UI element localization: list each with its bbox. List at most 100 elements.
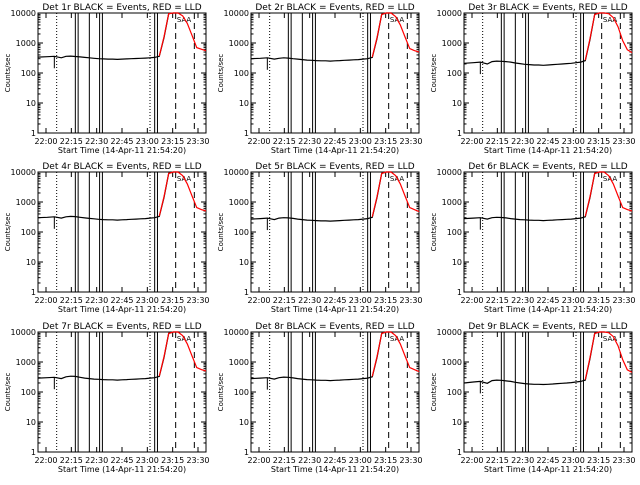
x-tick-label: 23:30 bbox=[612, 296, 635, 305]
x-tick-label: 22:00 bbox=[34, 456, 57, 465]
detector-plot-4: Det 4r BLACK = Events, RED = LLD 1 10 100 10… bbox=[4, 162, 210, 314]
x-tick-label: 23:30 bbox=[399, 456, 422, 465]
y-tick-label: 1000 bbox=[442, 39, 462, 48]
x-tick-label: 23:00 bbox=[562, 137, 585, 146]
y-tick-label: 100 bbox=[234, 228, 249, 237]
x-tick-label: 22:15 bbox=[60, 456, 83, 465]
y-tick-label: 10 bbox=[239, 99, 249, 108]
series-line-lld bbox=[158, 331, 207, 377]
y-tick-label: 10 bbox=[452, 418, 462, 427]
y-tick-label: 10 bbox=[26, 418, 36, 427]
y-tick-label: 10000 bbox=[224, 9, 249, 18]
y-tick-label: 10 bbox=[239, 258, 249, 267]
y-tick-label: 10000 bbox=[11, 9, 36, 18]
x-tick-label: 22:15 bbox=[273, 137, 296, 146]
y-tick-label: 10000 bbox=[437, 9, 462, 18]
x-axis-label: Start Time (14-Apr-11 21:54:20) bbox=[58, 305, 186, 314]
x-tick-label: 23:00 bbox=[136, 137, 159, 146]
x-tick-label: 23:30 bbox=[186, 137, 209, 146]
y-tick-label: 100 bbox=[447, 228, 462, 237]
y-tick-label: 10 bbox=[239, 418, 249, 427]
plot-title: Det 4r BLACK = Events, RED = LLD bbox=[42, 162, 201, 172]
x-axis-label: Start Time (14-Apr-11 21:54:20) bbox=[271, 146, 399, 155]
x-tick-label: 22:30 bbox=[85, 137, 108, 146]
x-tick-label: 23:00 bbox=[562, 296, 585, 305]
x-tick-label: 22:00 bbox=[247, 137, 270, 146]
y-tick-label: 1000 bbox=[229, 198, 249, 207]
x-tick-label: 22:15 bbox=[486, 296, 509, 305]
x-tick-label: 22:45 bbox=[323, 137, 346, 146]
y-axis-label: Counts/sec bbox=[4, 213, 12, 252]
x-tick-label: 22:30 bbox=[511, 137, 534, 146]
y-axis-label: Counts/sec bbox=[430, 54, 438, 93]
x-tick-label: 23:30 bbox=[186, 296, 209, 305]
series-line-lld bbox=[371, 331, 420, 377]
y-tick-label: 100 bbox=[21, 69, 36, 78]
x-tick-label: 23:00 bbox=[136, 296, 159, 305]
x-tick-label: 22:15 bbox=[273, 296, 296, 305]
x-tick-label: 22:00 bbox=[460, 456, 483, 465]
x-tick-label: 22:45 bbox=[323, 296, 346, 305]
x-tick-label: 22:30 bbox=[511, 456, 534, 465]
x-tick-label: 22:00 bbox=[247, 456, 270, 465]
x-tick-label: 23:15 bbox=[161, 456, 184, 465]
x-axis-label: Start Time (14-Apr-11 21:54:20) bbox=[484, 465, 612, 474]
series-line-lld bbox=[158, 12, 207, 57]
x-tick-label: 22:30 bbox=[511, 296, 534, 305]
x-tick-label: 22:30 bbox=[298, 296, 321, 305]
y-tick-label: 1000 bbox=[16, 39, 36, 48]
x-tick-label: 22:00 bbox=[34, 296, 57, 305]
y-tick-label: 1000 bbox=[442, 358, 462, 367]
y-axis-label: Counts/sec bbox=[4, 54, 12, 93]
x-tick-label: 22:30 bbox=[298, 456, 321, 465]
x-axis-label: Start Time (14-Apr-11 21:54:20) bbox=[271, 465, 399, 474]
x-tick-label: 22:00 bbox=[247, 296, 270, 305]
plot-frame bbox=[37, 331, 207, 453]
y-tick-label: 10 bbox=[26, 99, 36, 108]
saa-label: SAA bbox=[603, 335, 618, 343]
y-axis-label: Counts/sec bbox=[430, 213, 438, 252]
y-tick-label: 100 bbox=[447, 388, 462, 397]
x-tick-label: 23:00 bbox=[562, 456, 585, 465]
x-axis-label: Start Time (14-Apr-11 21:54:20) bbox=[271, 305, 399, 314]
x-tick-label: 22:45 bbox=[323, 456, 346, 465]
series-line-lld bbox=[584, 171, 633, 217]
y-tick-label: 1 bbox=[244, 129, 249, 138]
detector-plot-3: Det 3r BLACK = Events, RED = LLD 1 10 100 10… bbox=[430, 3, 636, 155]
x-tick-label: 23:15 bbox=[161, 137, 184, 146]
x-tick-label: 22:15 bbox=[273, 456, 296, 465]
y-tick-label: 1000 bbox=[229, 358, 249, 367]
x-tick-label: 23:30 bbox=[186, 456, 209, 465]
x-tick-label: 23:00 bbox=[349, 456, 372, 465]
x-tick-label: 23:30 bbox=[612, 137, 635, 146]
y-tick-label: 1 bbox=[457, 288, 462, 297]
y-tick-label: 1000 bbox=[442, 198, 462, 207]
plot-title: Det 3r BLACK = Events, RED = LLD bbox=[468, 3, 627, 13]
x-tick-label: 22:00 bbox=[460, 296, 483, 305]
y-axis-label: Counts/sec bbox=[430, 373, 438, 412]
y-tick-label: 100 bbox=[21, 228, 36, 237]
series-line-lld bbox=[371, 171, 420, 217]
series-line-lld bbox=[584, 331, 633, 380]
plot-frame bbox=[463, 331, 633, 453]
y-tick-label: 1000 bbox=[229, 39, 249, 48]
x-tick-label: 23:15 bbox=[587, 456, 610, 465]
x-tick-label: 22:00 bbox=[460, 137, 483, 146]
y-tick-label: 1 bbox=[244, 448, 249, 457]
x-tick-label: 23:00 bbox=[349, 296, 372, 305]
series-line-lld bbox=[584, 12, 633, 61]
x-tick-label: 22:45 bbox=[536, 137, 559, 146]
x-tick-label: 23:15 bbox=[374, 296, 397, 305]
x-tick-label: 22:15 bbox=[60, 137, 83, 146]
plot-title: Det 5r BLACK = Events, RED = LLD bbox=[255, 162, 414, 172]
detector-plot-9: Det 9r BLACK = Events, RED = LLD 1 10 100 10… bbox=[430, 322, 636, 474]
y-tick-label: 100 bbox=[21, 388, 36, 397]
x-tick-label: 22:45 bbox=[110, 456, 133, 465]
x-tick-label: 23:15 bbox=[587, 137, 610, 146]
y-tick-label: 10000 bbox=[11, 328, 36, 337]
y-tick-label: 10 bbox=[452, 258, 462, 267]
y-tick-label: 10000 bbox=[437, 168, 462, 177]
y-tick-label: 1000 bbox=[16, 198, 36, 207]
x-tick-label: 22:15 bbox=[486, 137, 509, 146]
